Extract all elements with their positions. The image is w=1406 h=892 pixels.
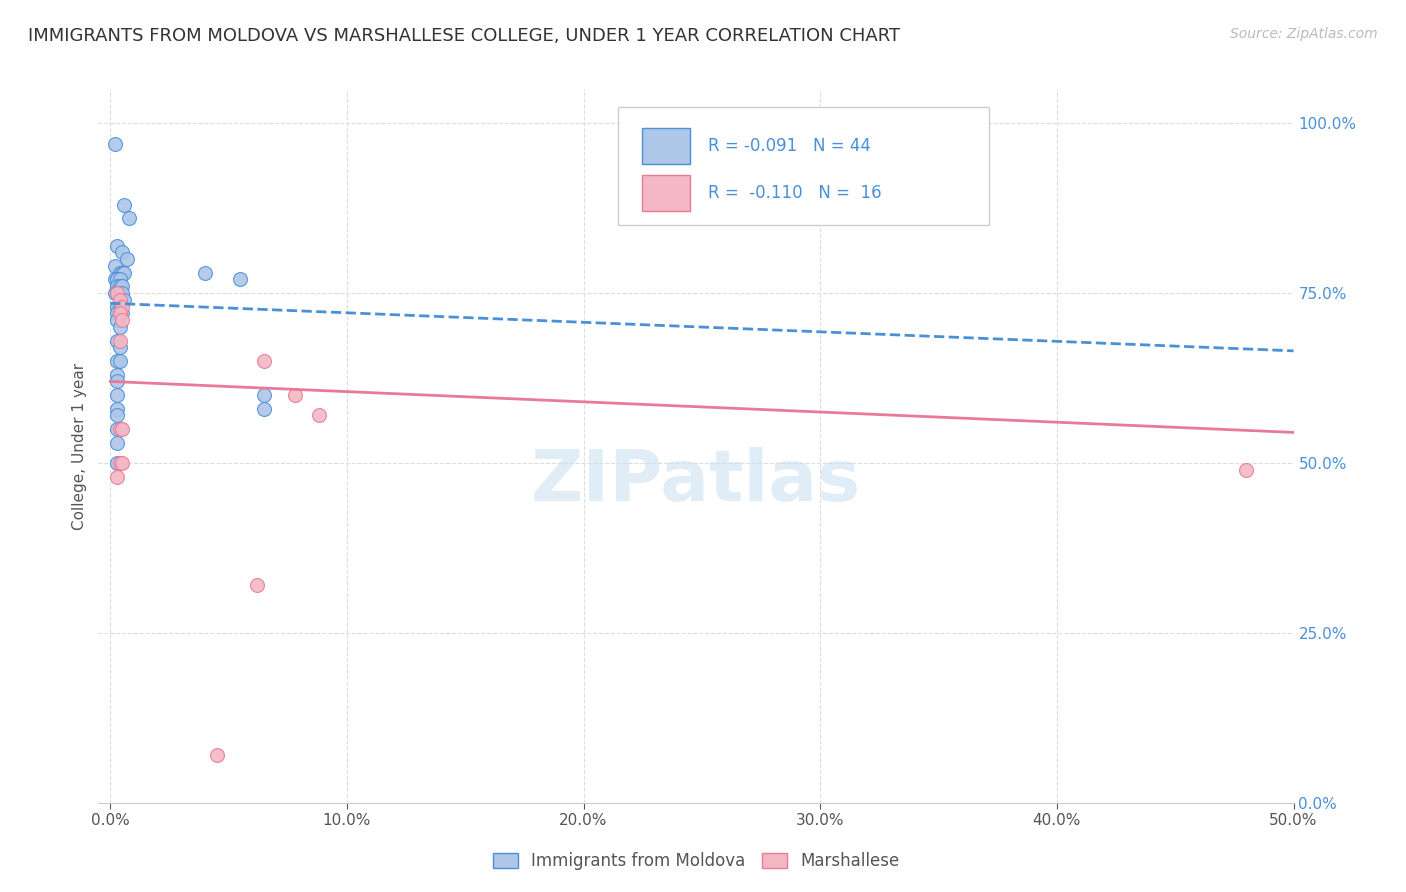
Point [108, 456, 131, 470]
Point [118, 211, 141, 226]
Point [108, 334, 131, 348]
Text: Source: ZipAtlas.com: Source: ZipAtlas.com [1230, 27, 1378, 41]
Point [108, 279, 131, 293]
Point [104, 136, 127, 151]
Point [105, 469, 128, 483]
Point [105, 409, 128, 423]
Point [253, 354, 276, 368]
FancyBboxPatch shape [643, 175, 690, 211]
Point [1234, 463, 1257, 477]
Point [105, 435, 128, 450]
Point [105, 313, 128, 327]
Point [111, 300, 134, 314]
Point [105, 456, 128, 470]
Point [108, 293, 131, 307]
Point [105, 272, 128, 286]
Point [205, 748, 228, 763]
Point [111, 422, 134, 436]
Point [114, 293, 136, 307]
Point [105, 401, 128, 416]
Point [111, 279, 134, 293]
FancyBboxPatch shape [619, 107, 988, 225]
Point [105, 334, 128, 348]
Point [108, 341, 131, 355]
Point [104, 286, 127, 301]
Point [105, 306, 128, 320]
Text: IMMIGRANTS FROM MOLDOVA VS MARSHALLESE COLLEGE, UNDER 1 YEAR CORRELATION CHART: IMMIGRANTS FROM MOLDOVA VS MARSHALLESE C… [28, 27, 900, 45]
Point [108, 306, 131, 320]
Point [105, 368, 128, 382]
Point [111, 306, 134, 320]
Point [105, 286, 128, 301]
Point [105, 422, 128, 436]
Point [111, 245, 134, 260]
Point [105, 238, 128, 252]
Text: R = -0.091   N = 44: R = -0.091 N = 44 [709, 137, 870, 155]
Point [253, 388, 276, 402]
Point [284, 388, 307, 402]
Point [104, 259, 127, 273]
Legend: Immigrants from Moldova, Marshallese: Immigrants from Moldova, Marshallese [486, 846, 905, 877]
Point [108, 266, 131, 280]
Point [114, 266, 136, 280]
Point [111, 286, 134, 301]
Y-axis label: College, Under 1 year: College, Under 1 year [72, 362, 87, 530]
FancyBboxPatch shape [643, 128, 690, 164]
Point [105, 388, 128, 402]
Point [194, 266, 217, 280]
Text: R =  -0.110   N =  16: R = -0.110 N = 16 [709, 184, 882, 202]
Point [108, 422, 131, 436]
Point [108, 306, 131, 320]
Point [108, 272, 131, 286]
Point [105, 279, 128, 293]
Point [114, 198, 136, 212]
Point [105, 286, 128, 301]
Point [229, 272, 252, 286]
Point [105, 375, 128, 389]
Point [308, 409, 330, 423]
Point [253, 401, 276, 416]
Point [104, 272, 127, 286]
Point [108, 300, 131, 314]
Point [105, 354, 128, 368]
Text: ZIPatlas: ZIPatlas [531, 447, 860, 516]
Point [246, 578, 269, 592]
Point [115, 252, 138, 266]
Point [111, 313, 134, 327]
Point [111, 456, 134, 470]
Point [105, 300, 128, 314]
Point [111, 266, 134, 280]
Point [108, 354, 131, 368]
Point [108, 320, 131, 334]
Point [108, 286, 131, 301]
